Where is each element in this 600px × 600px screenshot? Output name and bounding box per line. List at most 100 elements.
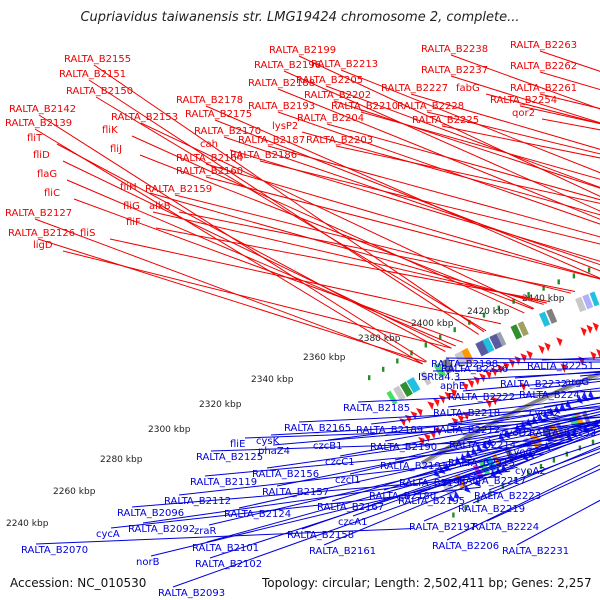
top-gene-label[interactable]: RALTA_B2159 <box>145 184 212 195</box>
bottom-gene-label[interactable]: RALTA_B2190 <box>370 442 437 453</box>
top-gene-label[interactable]: RALTA_B2227 <box>381 83 448 94</box>
top-gene-label[interactable]: RALTA_B2196 <box>254 60 321 71</box>
bottom-gene-label[interactable]: RALTA_B2101 <box>192 543 259 554</box>
bottom-gene-label[interactable]: czcC1 <box>325 457 355 468</box>
top-gene-label[interactable]: RALTA_B2151 <box>59 69 126 80</box>
bottom-gene-label[interactable]: RALTA_B2215 <box>448 458 515 469</box>
bottom-gene-label[interactable]: cysK <box>256 436 280 447</box>
top-gene-label[interactable]: RALTA_B2178 <box>176 95 243 106</box>
bottom-gene-label[interactable]: zraR <box>194 526 216 537</box>
top-gene-label[interactable]: fliS <box>80 228 95 239</box>
top-gene-label[interactable]: RALTA_B2153 <box>111 112 178 123</box>
bottom-gene-label[interactable]: RALTA_B2197 <box>409 522 476 533</box>
top-gene-label[interactable]: RALTA_B2205 <box>296 75 363 86</box>
top-gene-label[interactable]: RALTA_B2188 <box>248 78 315 89</box>
top-gene-label[interactable]: RALTA_B2213 <box>311 59 378 70</box>
top-gene-label[interactable]: fliG <box>123 201 140 212</box>
top-gene-label[interactable]: RALTA_B2127 <box>5 208 72 219</box>
bottom-gene-label[interactable]: aphE <box>440 381 465 392</box>
top-gene-label[interactable]: RALTA_B2186 <box>230 150 297 161</box>
top-gene-label[interactable]: RALTA_B2126 <box>8 228 75 239</box>
top-gene-label[interactable]: RALTA_B2170 <box>194 126 261 137</box>
bottom-gene-label[interactable]: czcI1 <box>335 475 361 486</box>
bottom-gene-label[interactable]: RALTA_B2158 <box>287 530 354 541</box>
top-gene-label[interactable]: fliT <box>27 133 43 144</box>
bottom-gene-label[interactable]: RALTA_B2214 <box>449 440 516 451</box>
top-gene-label[interactable]: RALTA_B2202 <box>304 90 371 101</box>
top-gene-label[interactable]: qor2 <box>512 108 535 119</box>
bottom-gene-label[interactable]: RALTA_B2217 <box>459 476 526 487</box>
top-gene-label[interactable]: RALTA_B2193 <box>248 101 315 112</box>
bottom-gene-label[interactable]: RALTA_B2092 <box>128 524 195 535</box>
bottom-gene-label[interactable]: cycA <box>96 529 120 540</box>
bottom-gene-label[interactable]: RALTA_B2219 <box>458 504 525 515</box>
bottom-gene-label[interactable]: RALTA_B2124 <box>224 509 291 520</box>
bottom-gene-label[interactable]: RALTA_B2180 <box>369 491 436 502</box>
bottom-gene-label[interactable]: RALTA_B2224 <box>472 522 539 533</box>
bottom-gene-label[interactable]: RALTA_B2218 <box>433 408 500 419</box>
top-gene-label[interactable]: fliC <box>44 188 60 199</box>
top-gene-label[interactable]: RALTA_B2150 <box>66 86 133 97</box>
top-gene-label[interactable]: RALTA_B2199 <box>269 45 336 56</box>
bottom-gene-label[interactable]: RALTA_B2125 <box>196 452 263 463</box>
bottom-gene-label[interactable]: argG <box>565 377 589 388</box>
top-gene-label[interactable]: fliH <box>120 182 137 193</box>
bottom-gene-label[interactable]: RALTA_B2161 <box>309 546 376 557</box>
bottom-gene-label[interactable]: RALTA_B2226 <box>441 364 508 375</box>
top-gene-label[interactable]: RALTA_B2155 <box>64 54 131 65</box>
top-gene-label[interactable]: RALTA_B2164 <box>176 153 243 164</box>
bottom-gene-label[interactable]: RALTA_B2206 <box>432 541 499 552</box>
top-gene-label[interactable]: fabG <box>456 83 480 94</box>
bottom-gene-label[interactable]: RALTA_B2198 <box>431 359 498 370</box>
bottom-gene-label[interactable]: RALTA_B2231 <box>502 546 569 557</box>
top-gene-label[interactable]: fliD <box>33 150 50 161</box>
bottom-gene-label[interactable]: RALTA_B2195 <box>398 496 465 507</box>
top-gene-label[interactable]: RALTA_B2254 <box>490 95 557 106</box>
bottom-gene-label[interactable]: RALTA_B2156 <box>252 469 319 480</box>
top-gene-label[interactable]: RALTA_B2225 <box>412 115 479 126</box>
top-gene-label[interactable]: RALTA_B2139 <box>5 118 72 129</box>
top-gene-label[interactable]: RALTA_B2210 <box>331 101 398 112</box>
bottom-gene-label[interactable]: fliE <box>230 439 245 450</box>
bottom-gene-label[interactable]: cyoD2 <box>501 428 533 439</box>
top-gene-label[interactable]: alkB <box>149 201 171 212</box>
top-gene-label[interactable]: RALTA_B2263 <box>510 40 577 51</box>
bottom-gene-label[interactable]: norB <box>136 557 160 568</box>
bottom-gene-label[interactable]: RALTA_B2189 <box>356 425 423 436</box>
bottom-gene-label[interactable]: RALTA_B2223 <box>474 491 541 502</box>
top-gene-label[interactable]: fliJ <box>110 144 122 155</box>
top-gene-label[interactable]: cah <box>200 139 218 150</box>
top-gene-label[interactable]: RALTA_B2238 <box>421 44 488 55</box>
bottom-gene-label[interactable]: phaZ4 <box>258 446 290 457</box>
top-gene-label[interactable]: ligD <box>33 240 53 251</box>
top-gene-label[interactable]: RALTA_B2203 <box>306 135 373 146</box>
bottom-gene-label[interactable]: RALTA_B2157 <box>262 487 329 498</box>
top-gene-label[interactable]: RALTA_B2187 <box>238 135 305 146</box>
top-gene-label[interactable]: RALTA_B2175 <box>185 109 252 120</box>
top-gene-label[interactable]: fliK <box>102 125 118 136</box>
bottom-gene-label[interactable]: RALTA_B2070 <box>21 545 88 556</box>
top-gene-label[interactable]: RALTA_B2160 <box>176 166 243 177</box>
bottom-gene-label[interactable]: RALTA_B2232 <box>500 379 567 390</box>
top-gene-label[interactable]: RALTA_B2262 <box>510 61 577 72</box>
bottom-gene-label[interactable]: RALTA_B2096 <box>117 508 184 519</box>
bottom-gene-label[interactable]: RALTA_B2222 <box>448 392 515 403</box>
bottom-gene-label[interactable]: RALTA_B2102 <box>195 559 262 570</box>
bottom-gene-label[interactable]: RALTA_B2119 <box>190 477 257 488</box>
top-gene-label[interactable]: RALTA_B2261 <box>510 83 577 94</box>
bottom-gene-label[interactable]: RALTA_B2093 <box>158 588 225 599</box>
top-gene-label[interactable]: RALTA_B2142 <box>9 104 76 115</box>
top-gene-label[interactable]: lysP2 <box>272 121 298 132</box>
bottom-gene-label[interactable]: RALTA_B2165 <box>284 423 351 434</box>
bottom-gene-label[interactable]: czcB1 <box>313 441 342 452</box>
bottom-gene-label[interactable]: RALTA_B2185 <box>343 403 410 414</box>
bottom-gene-label[interactable]: ISRta4.3 <box>418 372 460 383</box>
top-gene-label[interactable]: RALTA_B2228 <box>397 101 464 112</box>
top-gene-label[interactable]: fliF <box>126 217 141 228</box>
bottom-gene-label[interactable]: cyoA2 <box>515 466 546 477</box>
bottom-gene-label[interactable]: RALTA_B2247 <box>519 390 586 401</box>
top-gene-label[interactable]: RALTA_B2204 <box>297 113 364 124</box>
top-gene-label[interactable]: RALTA_B2237 <box>421 65 488 76</box>
top-gene-label[interactable]: flaG <box>37 169 57 180</box>
bottom-gene-label[interactable]: RALTA_B2251 <box>527 361 594 372</box>
